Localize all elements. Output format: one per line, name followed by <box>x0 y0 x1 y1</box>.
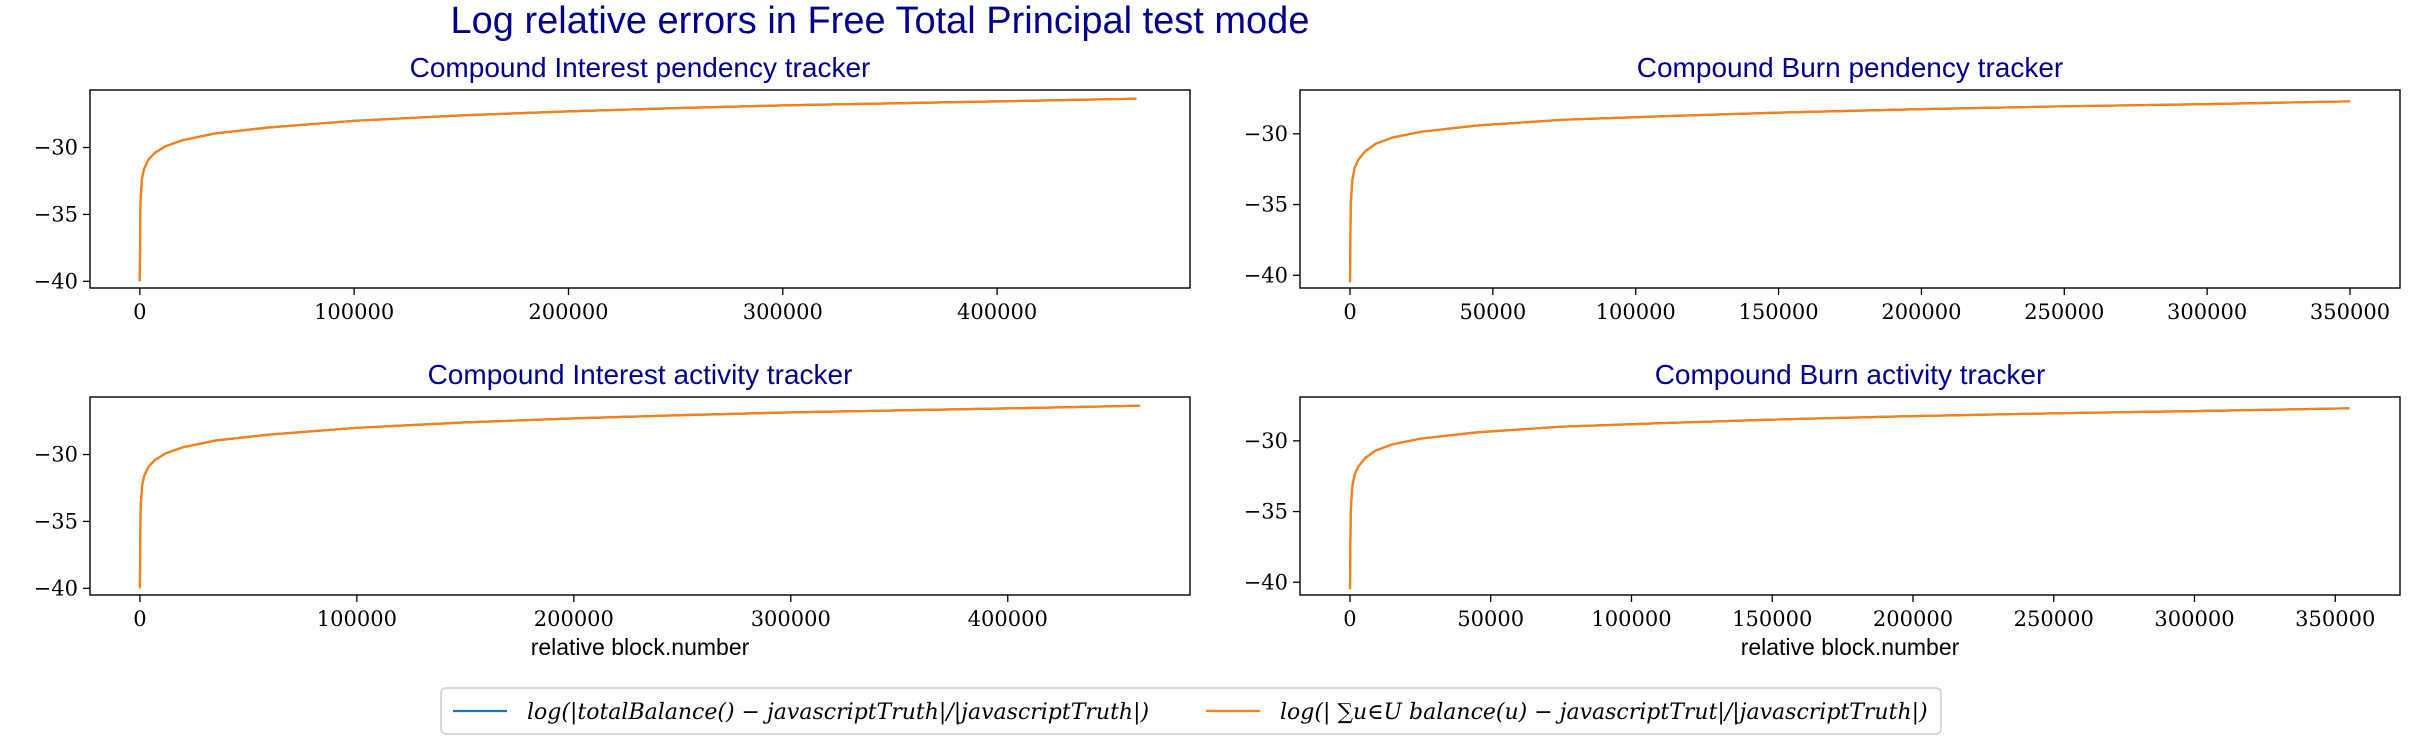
legend-label-2: log(| ∑u∈U balance(u) − javascriptTrut|/… <box>1280 700 1928 725</box>
x-tick-label: 350000 <box>2310 300 2390 324</box>
y-tick-label: −40 <box>1244 263 1288 287</box>
x-axis-label: relative block.number <box>1741 634 1960 660</box>
x-tick-label: 0 <box>1343 300 1356 324</box>
series-line-2 <box>138 404 1141 589</box>
subplot-grid: 0 100000 200000 300000 400000 −30 −35 −40 Compou… <box>34 52 2401 660</box>
y-tick-label: −30 <box>1244 122 1288 146</box>
x-tick-label: 350000 <box>2295 607 2375 631</box>
x-tick-label: 0 <box>1343 607 1356 631</box>
x-tick-label: 100000 <box>314 300 394 324</box>
subplot-4: 0 50000 100000 150000 200000 250000 300000 3500… <box>1244 359 2401 660</box>
y-tick-label: −30 <box>34 443 78 467</box>
y-tick-label: −35 <box>34 509 78 533</box>
subplot-title: Compound Burn activity tracker <box>1655 359 2046 390</box>
x-axis-label: relative block.number <box>531 634 750 660</box>
y-tick-label: −40 <box>1244 570 1288 594</box>
x-tick-label: 250000 <box>2024 300 2104 324</box>
y-tick-label: −35 <box>34 202 78 226</box>
legend-label-1: log(|totalBalance() − javascriptTruth|/|… <box>527 700 1149 725</box>
axes-frame <box>89 89 1191 289</box>
x-tick-label: 100000 <box>1596 300 1676 324</box>
y-tick-label: −40 <box>34 576 78 600</box>
x-tick-label: 300000 <box>751 607 831 631</box>
legend-box <box>440 687 1942 735</box>
x-tick-label: 200000 <box>528 300 608 324</box>
y-tick-label: −35 <box>1244 193 1288 217</box>
subplot-3: 0 100000 200000 300000 400000 −30 −35 −40 Compou… <box>34 359 1191 660</box>
x-tick-label: 200000 <box>1873 607 1953 631</box>
subplot-title: Compound Interest activity tracker <box>428 359 853 390</box>
x-tick-label: 0 <box>133 300 146 324</box>
x-tick-label: 250000 <box>2014 607 2094 631</box>
subplot-title: Compound Burn pendency tracker <box>1637 52 2063 83</box>
x-tick-label: 200000 <box>1881 300 1961 324</box>
axes-frame <box>1299 396 2401 596</box>
y-tick-label: −35 <box>1244 500 1288 524</box>
x-tick-label: 300000 <box>2167 300 2247 324</box>
subplot-1: 0 100000 200000 300000 400000 −30 −35 −40 Compou… <box>34 52 1191 324</box>
x-tick-label: 200000 <box>534 607 614 631</box>
legend: log(|totalBalance() − javascriptTruth|/|… <box>440 687 1942 735</box>
x-tick-label: 300000 <box>743 300 823 324</box>
subplot-2: 0 50000 100000 150000 200000 250000 300000 3500… <box>1244 52 2401 324</box>
axes-frame <box>1299 89 2401 289</box>
x-tick-label: 150000 <box>1738 300 1818 324</box>
y-tick-label: −40 <box>34 269 78 293</box>
y-tick-label: −30 <box>1244 429 1288 453</box>
y-tick-label: −30 <box>34 136 78 160</box>
x-tick-label: 50000 <box>1457 607 1524 631</box>
subplot-title: Compound Interest pendency tracker <box>410 52 871 83</box>
x-tick-label: 400000 <box>968 607 1048 631</box>
series-line-2 <box>138 97 1137 282</box>
x-tick-label: 300000 <box>2154 607 2234 631</box>
series-line-2 <box>1348 407 2350 590</box>
x-tick-label: 150000 <box>1732 607 1812 631</box>
x-tick-label: 400000 <box>957 300 1037 324</box>
x-tick-label: 100000 <box>317 607 397 631</box>
series-line-2 <box>1348 100 2351 283</box>
x-tick-label: 50000 <box>1459 300 1526 324</box>
x-tick-label: 100000 <box>1591 607 1671 631</box>
axes-frame <box>89 396 1191 596</box>
x-tick-label: 0 <box>133 607 146 631</box>
figure-title: Log relative errors in Free Total Princi… <box>451 0 1310 42</box>
